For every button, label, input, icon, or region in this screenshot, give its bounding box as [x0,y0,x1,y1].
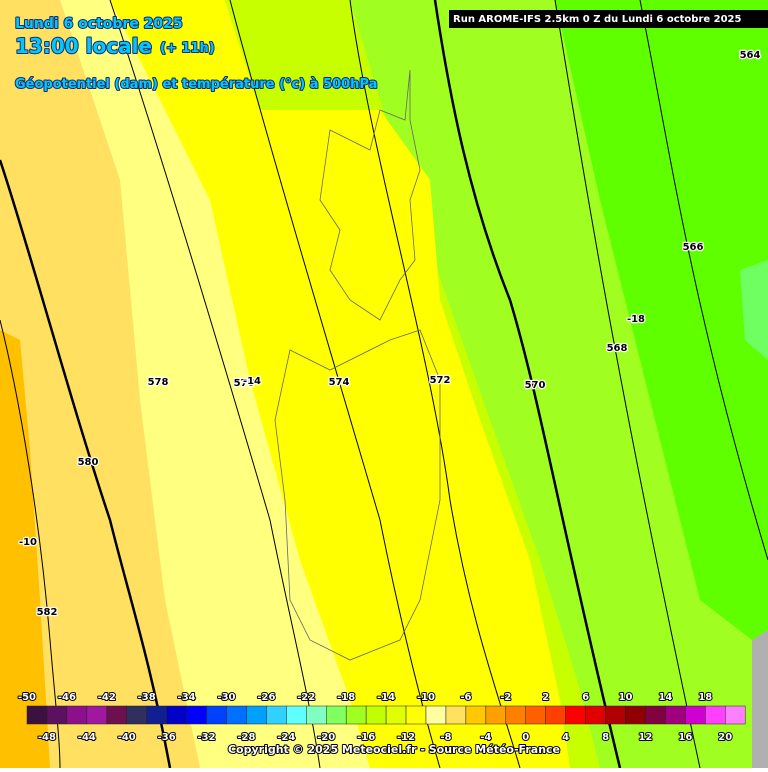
colorbar-label: -30 [217,692,235,703]
colorbar-swatch [226,705,247,725]
colorbar-swatch [26,705,48,725]
colorbar-swatch [425,705,447,725]
colorbar-label: -42 [98,692,116,703]
colorbar-swatch [166,705,187,725]
colorbar-swatch [565,705,586,725]
run-box [449,10,768,28]
colorbar-label: -32 [198,732,216,743]
colorbar-label: -26 [257,692,275,703]
contour-label: 570 [525,380,546,391]
colorbar-swatch [465,705,487,725]
colorbar-swatch [685,705,706,725]
colorbar-label: -12 [397,732,415,743]
colorbar-swatch [665,705,686,725]
colorbar-swatch [485,705,507,725]
colorbar-label: 0 [522,732,529,743]
colorbar-label: 6 [582,692,589,703]
colorbar-label: 14 [658,692,672,703]
colorbar-swatch [286,705,307,725]
colorbar-swatch [625,705,646,725]
colorbar-label: -6 [460,692,471,703]
colorbar-swatch [66,705,88,725]
colorbar-swatch [206,705,227,725]
colorbar-label: -10 [417,692,435,703]
colorbar-swatch [345,705,367,725]
colorbar-label: 20 [718,732,732,743]
colorbar-swatch [106,705,128,725]
colorbar-label: -28 [237,732,255,743]
colorbar-label: -36 [158,732,176,743]
colorbar-swatch [405,705,427,725]
colorbar-swatch [725,705,746,725]
colorbar-label: 16 [678,732,692,743]
contour-label: 582 [37,607,58,618]
colorbar-swatch [525,705,546,725]
colorbar-swatch [86,705,108,725]
contour-label: -10 [19,537,37,548]
colorbar-swatch [545,705,566,725]
lead-time: (+ 11h) [160,41,215,56]
contour-label: -14 [243,376,261,387]
run-info: Run AROME-IFS 2.5km 0 Z du Lundi 6 octob… [453,14,742,25]
colorbar-label: -24 [277,732,295,743]
colorbar-label: -34 [178,692,196,703]
contour-label: 576 [234,378,255,389]
contour-label: 564 [740,50,761,61]
field-description: Géopotentiel (dam) et température (°c) à… [15,77,377,92]
colorbar-swatch [146,705,167,725]
colorbar-label: -38 [138,692,156,703]
contour-label: 566 [683,242,704,253]
contour-label: 568 [607,343,628,354]
colorbar-swatch [126,705,147,725]
contour-label: 578 [148,377,169,388]
colorbar-label: 12 [638,732,652,743]
colorbar-swatch [186,705,207,725]
colorbar-swatch [326,705,347,725]
contour-label: 572 [430,375,451,386]
colorbar-label: -16 [357,732,375,743]
colorbar-swatch [306,705,327,725]
colorbar-swatch [585,705,606,725]
colorbar-swatch [705,705,726,725]
colorbar-label: -44 [78,732,96,743]
colorbar-label: -8 [440,732,451,743]
colorbar-label: 18 [698,692,712,703]
colorbar-label: -40 [118,732,136,743]
colorbar-label: 8 [602,732,609,743]
colorbar: -50 -46 -42 -38 -34 -30 -26 -22 -18 -14 -10 -6 -2 2 6 1… [17,691,746,744]
colorbar-label: -14 [377,692,395,703]
colorbar-swatch [365,705,387,725]
colorbar-swatch [246,705,267,725]
contour-label: -18 [627,314,645,325]
colorbar-swatch [605,705,626,725]
colorbar-swatch [505,705,526,725]
coastline [274,69,441,661]
colorbar-label: -4 [480,732,491,743]
colorbar-label: -46 [58,692,76,703]
local-time: 13:00 locale [15,34,152,58]
colorbar-swatch [445,705,467,725]
colorbar-swatch [385,705,407,725]
colorbar-label: -48 [38,732,56,743]
colorbar-swatch [645,705,666,725]
colorbar-label: 2 [542,692,549,703]
colorbar-label: -18 [337,692,355,703]
copyright: Copyright © 2025 Meteociel.fr - Source M… [228,743,560,756]
contour-labels: 564 566 -18 568 570 572 574 576 -14 578 … [18,49,762,620]
colorbar-label: -22 [297,692,315,703]
colorbar-label: -20 [317,732,335,743]
contour-label: 574 [329,377,350,388]
colorbar-swatch [266,705,287,725]
colorbar-swatch [46,705,68,725]
colorbar-label: 4 [562,732,569,743]
date: Lundi 6 octobre 2025 [15,16,183,32]
colorbar-label: 10 [619,692,633,703]
contour-label: 580 [78,457,99,468]
colorbar-label: -50 [18,692,36,703]
colorbar-label: -2 [500,692,511,703]
